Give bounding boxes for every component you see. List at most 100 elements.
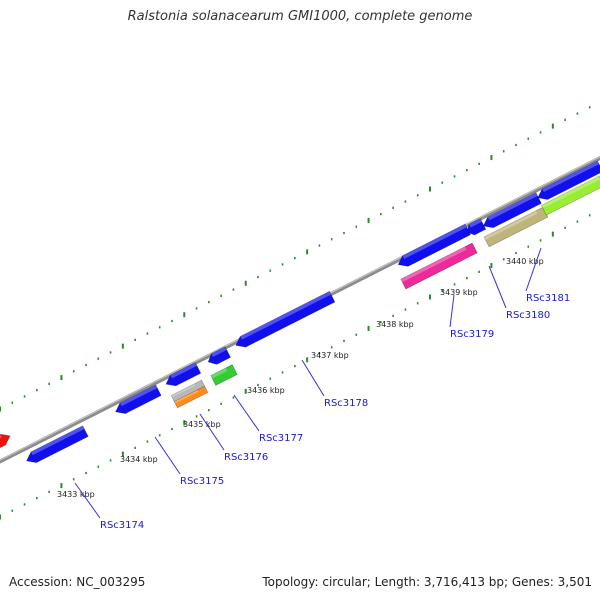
inner-tick-dots <box>0 214 591 520</box>
outer-tick-dot <box>85 363 87 367</box>
outer-tick-dot <box>416 194 419 197</box>
inner-tick-dot <box>367 325 370 331</box>
gene-body <box>210 364 238 386</box>
label-leader-line <box>488 265 507 309</box>
gene-highlight <box>211 346 227 357</box>
kbp-tick-label: 3437 kbp <box>311 351 349 360</box>
inner-tick-dot <box>269 377 272 380</box>
outer-tick-dot <box>257 275 259 279</box>
kbp-tick-label: 3436 kbp <box>247 386 285 395</box>
inner-tick-dot <box>416 302 419 305</box>
outer-tick-dot <box>551 123 554 129</box>
outer-tick-dot <box>121 343 124 349</box>
outer-tick-dot <box>195 307 198 310</box>
label-leader-line <box>74 482 101 519</box>
gene-feature <box>26 425 89 463</box>
outer-tick-dot <box>355 225 358 228</box>
inner-tick-dot <box>441 289 444 292</box>
inner-tick-dot <box>244 388 247 394</box>
gene-highlight <box>174 389 199 404</box>
gene-feature <box>483 206 549 248</box>
gene-features <box>0 160 600 463</box>
gene-feature <box>540 172 600 216</box>
inner-tick-dot <box>306 357 309 363</box>
kbp-tick-label: 3434 kbp <box>120 455 158 464</box>
gene-label: RSc3174 <box>100 520 144 531</box>
outer-tick-dot <box>453 175 456 178</box>
outer-tick-dot <box>588 106 591 109</box>
outer-tick-dot <box>208 301 210 304</box>
label-leader-line <box>154 436 181 475</box>
inner-tick-dot <box>392 314 394 317</box>
gene-label: RSc3178 <box>324 398 368 409</box>
inner-tick-dot <box>109 459 112 462</box>
gene-body <box>165 362 202 387</box>
genome-summary-text: Topology: circular; Length: 3,716,413 bp… <box>262 575 592 589</box>
gene-highlight <box>171 383 196 398</box>
gene-label: RSc3181 <box>526 293 570 304</box>
outer-tick-dot <box>527 137 530 140</box>
gene-feature <box>173 385 209 409</box>
outer-tick-dot <box>330 238 333 241</box>
inner-tick-dot <box>60 483 63 489</box>
inner-tick-dot <box>428 294 431 300</box>
inner-tick-dot <box>318 352 321 355</box>
inner-tick-dot <box>380 321 382 324</box>
map-title: Ralstonia solanacearum GMI1000, complete… <box>127 9 473 24</box>
outer-tick-dots <box>0 106 591 412</box>
outer-tick-dot <box>539 131 542 134</box>
inner-tick-dot <box>294 365 296 368</box>
outer-tick-dot <box>404 200 407 203</box>
kbp-tick-labels: 3433 kbp 3434 kbp 3435 kbp 3436 kbp 3437 kbp… <box>57 257 544 499</box>
gene-feature <box>482 192 542 229</box>
kbp-tick-label: 3433 kbp <box>57 490 95 499</box>
outer-tick-dot <box>36 389 38 392</box>
outer-tick-dot <box>183 312 186 318</box>
outer-tick-dot <box>490 155 493 161</box>
kbp-tick-label: 3435 kbp <box>183 420 221 429</box>
outer-tick-dot <box>60 375 63 381</box>
gene-highlight <box>120 384 158 407</box>
outer-tick-dot <box>11 401 14 404</box>
gene-body <box>207 346 231 365</box>
inner-tick-dot <box>72 478 75 481</box>
outer-tick-dot <box>380 213 382 216</box>
outer-tick-dot <box>441 181 444 184</box>
outer-tick-dot <box>0 406 1 412</box>
label-leader-line <box>449 294 455 328</box>
inner-tick-dot <box>195 415 198 418</box>
outer-tick-dot <box>466 169 468 172</box>
outer-tick-dot <box>220 294 222 297</box>
gene-highlight <box>400 246 467 283</box>
inner-tick-dot <box>478 270 480 273</box>
inner-tick-dot <box>576 220 579 223</box>
inner-tick-dot <box>551 231 554 237</box>
inner-tick-dot <box>355 333 358 336</box>
outer-tick-dot <box>48 382 50 385</box>
gene-highlight <box>484 210 538 240</box>
inner-tick-dot <box>404 308 407 311</box>
gene-highlight <box>210 367 228 379</box>
gene-body <box>173 385 209 409</box>
inner-tick-dot <box>146 440 149 443</box>
gene-body <box>26 425 89 463</box>
inner-tick-dot <box>158 434 161 437</box>
gene-feature <box>207 346 231 365</box>
inner-tick-dot <box>588 214 591 217</box>
gene-feature <box>115 384 162 414</box>
outer-tick-dot <box>23 395 26 398</box>
kbp-tick-label: 3439 kbp <box>440 288 478 297</box>
inner-tick-dot <box>232 396 235 399</box>
inner-tick-dot <box>490 263 493 269</box>
gene-label: RSc3179 <box>450 329 494 340</box>
outer-tick-dot <box>294 257 296 260</box>
outer-tick-dot <box>72 370 75 373</box>
gene-feature <box>165 362 202 387</box>
gene-body <box>537 160 600 200</box>
gene-highlight <box>170 362 197 379</box>
accession-text: Accession: NC_003295 <box>9 575 146 589</box>
inner-tick-dot <box>527 245 530 248</box>
inner-tick-dot <box>564 226 566 229</box>
outer-tick-dot <box>97 357 100 360</box>
gene-highlight <box>402 224 467 259</box>
